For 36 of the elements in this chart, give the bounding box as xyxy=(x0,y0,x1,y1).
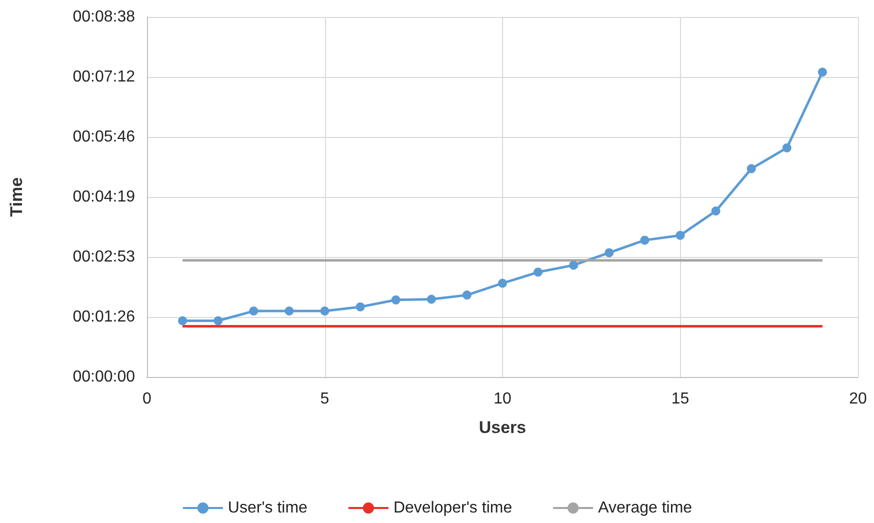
point xyxy=(320,306,330,316)
x-tick-label: 20 xyxy=(849,390,867,408)
x-axis-title: Users xyxy=(478,418,526,437)
point xyxy=(284,306,294,316)
y-tick-label: 00:02:53 xyxy=(72,248,136,266)
point xyxy=(498,278,507,288)
point xyxy=(249,306,258,316)
point xyxy=(214,316,223,326)
x-tick-label: 15 xyxy=(671,390,690,408)
legend-label: Developer's time xyxy=(393,500,512,516)
y-tick-label: 00:01:26 xyxy=(72,308,136,326)
legend-label: Average time xyxy=(598,500,692,516)
y-tick-label: 00:05:46 xyxy=(72,128,136,146)
y-tick-label: 00:07:12 xyxy=(72,68,136,86)
point xyxy=(818,68,827,77)
point xyxy=(604,248,614,258)
point xyxy=(746,164,756,174)
point xyxy=(426,294,436,304)
point xyxy=(391,295,400,304)
legend-label: User's time xyxy=(228,500,308,516)
x-tick-label: 10 xyxy=(494,390,512,408)
y-axis-title: Time xyxy=(7,177,26,217)
point xyxy=(462,290,472,300)
point xyxy=(782,143,792,152)
point xyxy=(178,316,188,326)
point xyxy=(534,268,543,277)
point xyxy=(711,206,720,216)
point xyxy=(569,260,578,270)
point xyxy=(640,236,650,245)
x-tick-label: 0 xyxy=(142,390,152,408)
x-tick-label: 5 xyxy=(320,390,330,408)
y-tick-label: 00:04:19 xyxy=(72,188,136,206)
y-tick-label: 00:08:38 xyxy=(72,8,136,26)
point xyxy=(676,230,685,240)
y-tick-label: 00:00:00 xyxy=(72,368,136,386)
point xyxy=(356,302,365,312)
